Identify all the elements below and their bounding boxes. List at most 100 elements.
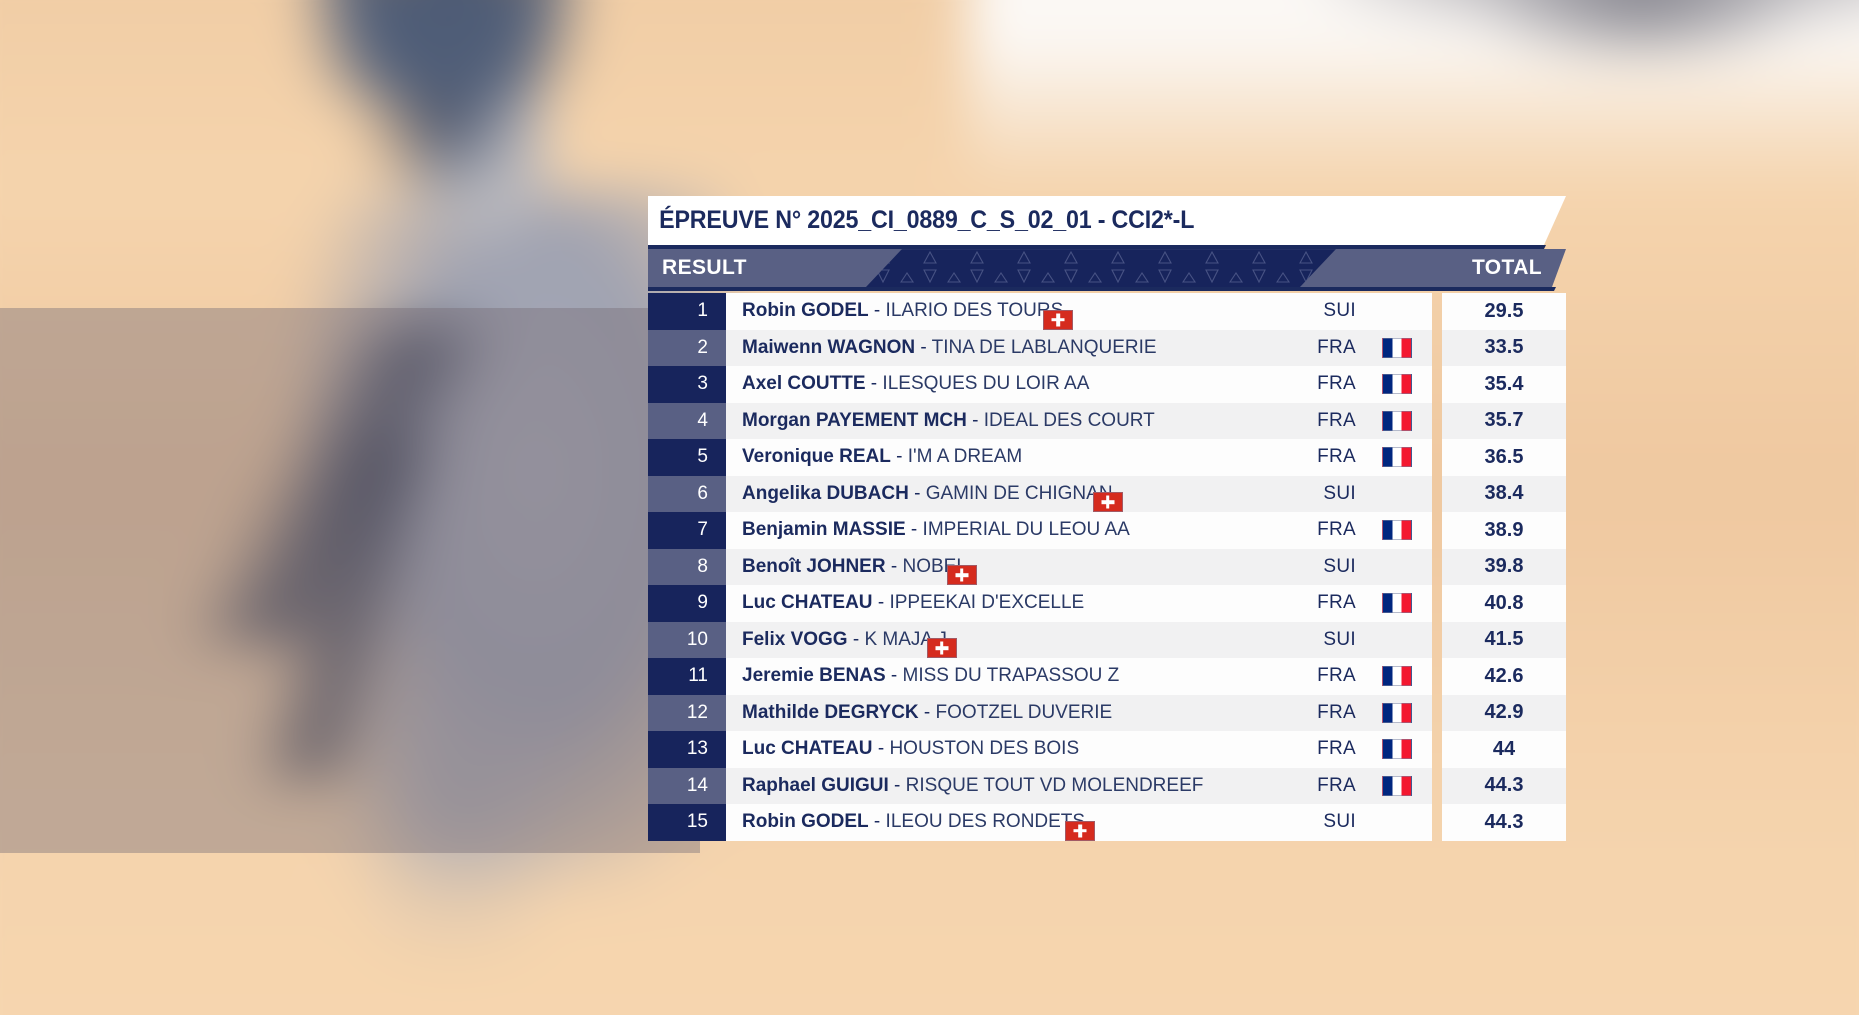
column-header-total: TOTAL [1471, 256, 1542, 279]
rank-cell: 14 [648, 767, 726, 804]
column-gap [1432, 439, 1442, 476]
rank-cell: 2 [648, 329, 726, 366]
rank-cell: 12 [648, 694, 726, 731]
france-flag-icon [1382, 520, 1412, 541]
nationality-code: SUI [1323, 300, 1356, 322]
france-flag-icon [1382, 374, 1412, 395]
competitor-name: Jeremie BENAS - MISS DU TRAPASSOU Z [742, 665, 1119, 687]
table-row[interactable]: 13 Luc CHATEAU - HOUSTON DES BOIS FRA 44 [648, 731, 1566, 768]
table-row[interactable]: 10 Felix VOGG - K MAJA J SUI 41.5 [648, 621, 1566, 658]
competitor-name: Robin GODEL - ILEOU DES RONDETS [742, 811, 1085, 833]
table-row[interactable]: 14 Raphael GUIGUI - RISQUE TOUT VD MOLEND… [648, 767, 1566, 805]
name-separator: - [865, 373, 883, 395]
table-row[interactable]: 2 Maiwenn WAGNON - TINA DE LABLANQUERIE FR… [648, 329, 1566, 367]
competitor-cell: Luc CHATEAU - HOUSTON DES BOIS FRA [726, 731, 1432, 768]
competitor-name: Benoît JOHNER - NOBEL [742, 556, 967, 578]
column-gap [1432, 585, 1442, 622]
horse-mane-layer-2 [197, 439, 475, 780]
competitor-name: Angelika DUBACH - GAMIN DE CHIGNAN [742, 483, 1113, 505]
table-row[interactable]: 7 Benjamin MASSIE - IMPERIAL DU LEOU AA FR… [648, 512, 1566, 549]
table-row[interactable]: 4 Morgan PAYEMENT MCH - IDEAL DES COURT FR… [648, 402, 1566, 440]
name-separator: - [872, 592, 890, 614]
competitor-name: Benjamin MASSIE - IMPERIAL DU LEOU AA [742, 519, 1130, 541]
total-score-cell: 40.8 [1442, 585, 1566, 622]
france-flag-icon [1382, 337, 1412, 358]
column-gap [1432, 330, 1442, 367]
triangle-pattern-icon [866, 249, 1336, 287]
switzerland-flag-icon [1043, 309, 1074, 330]
column-gap [1432, 549, 1442, 586]
france-flag-icon [1382, 447, 1412, 468]
nationality-code: SUI [1323, 628, 1356, 650]
competitor-name: Luc CHATEAU - IPPEEKAI D'EXCELLE [742, 592, 1084, 614]
competitor-name: Maiwenn WAGNON - TINA DE LABLANQUERIE [742, 337, 1157, 359]
nationality-code: SUI [1323, 482, 1356, 504]
table-row[interactable]: 12 Mathilde DEGRYCK - FOOTZEL DUVERIE FRA 4… [648, 694, 1566, 731]
horse-name: ILARIO DES TOURS [885, 300, 1064, 322]
total-score-cell: 41.5 [1442, 621, 1566, 658]
competitor-cell: Veronique REAL - I'M A DREAM FRA [726, 439, 1432, 476]
table-row[interactable]: 3 Axel COUTTE - ILESQUES DU LOIR AA FRA 35.… [648, 366, 1566, 403]
competitor-cell: Mathilde DEGRYCK - FOOTZEL DUVERIE FRA [726, 694, 1432, 731]
rider-name: Luc CHATEAU [742, 738, 873, 760]
competitor-cell: Benoît JOHNER - NOBEL SUI [726, 548, 1432, 585]
horse-name: IPPEEKAI D'EXCELLE [889, 592, 1085, 614]
rider-name: Angelika DUBACH [742, 482, 909, 504]
rider-name: Mathilde DEGRYCK [742, 701, 919, 723]
rank-cell: 9 [648, 585, 726, 622]
rider-name: Luc CHATEAU [742, 592, 873, 614]
table-row[interactable]: 11 Jeremie BENAS - MISS DU TRAPASSOU Z FRA… [648, 658, 1566, 695]
name-separator: - [908, 482, 926, 504]
column-gap [1432, 403, 1442, 440]
column-gap [1432, 768, 1442, 805]
name-separator: - [918, 701, 936, 723]
rider-name: Benoît JOHNER [742, 555, 886, 577]
rider-name: Axel COUTTE [742, 373, 866, 395]
total-score-cell: 39.8 [1442, 548, 1566, 585]
name-separator: - [847, 628, 865, 650]
total-score-cell: 44.3 [1442, 804, 1566, 841]
nationality-code: FRA [1317, 373, 1356, 395]
table-row[interactable]: 15 Robin GODEL - ILEOU DES RONDETS SUI 44.3 [648, 804, 1566, 841]
title-underline-rule [648, 245, 1546, 249]
rank-cell: 7 [648, 512, 726, 549]
horse-name: HOUSTON DES BOIS [889, 738, 1080, 760]
rider-name: Felix VOGG [742, 628, 848, 650]
competitor-cell: Angelika DUBACH - GAMIN DE CHIGNAN SUI [726, 475, 1432, 512]
france-flag-icon [1382, 666, 1412, 687]
results-scoreboard: ÉPREUVE N° 2025_CI_0889_C_S_02_01 - CCI2… [648, 196, 1566, 841]
france-flag-icon [1382, 739, 1412, 760]
switzerland-flag-icon [946, 565, 977, 585]
switzerland-flag-icon [1092, 492, 1123, 512]
table-row[interactable]: 6 Angelika DUBACH - GAMIN DE CHIGNAN SUI 38… [648, 475, 1566, 513]
table-row[interactable]: 9 Luc CHATEAU - IPPEEKAI D'EXCELLE FRA 40.8 [648, 585, 1566, 622]
nationality-code: FRA [1317, 701, 1356, 723]
rider-name: Benjamin MASSIE [742, 519, 906, 541]
rank-cell: 15 [648, 804, 726, 841]
rank-cell: 13 [648, 731, 726, 768]
competitor-name: Morgan PAYEMENT MCH - IDEAL DES COURT [742, 410, 1155, 432]
column-gap [1432, 512, 1442, 549]
total-score-cell: 35.4 [1442, 366, 1566, 403]
table-row[interactable]: 5 Veronique REAL - I'M A DREAM FRA 36.5 [648, 439, 1566, 476]
france-flag-icon [1382, 410, 1412, 431]
name-separator: - [890, 446, 908, 468]
france-flag-icon [1382, 702, 1412, 723]
competitor-cell: Robin GODEL - ILEOU DES RONDETS SUI [726, 804, 1432, 841]
rider-name: Raphael GUIGUI [742, 774, 889, 796]
competitor-name: Luc CHATEAU - HOUSTON DES BOIS [742, 738, 1079, 760]
table-row[interactable]: 1 Robin GODEL - ILARIO DES TOURS SUI 29.5 [648, 293, 1566, 330]
foreground-sand-layer [0, 825, 1859, 1015]
column-gap [1432, 476, 1442, 513]
competitor-cell: Morgan PAYEMENT MCH - IDEAL DES COURT FRA [726, 402, 1432, 439]
column-header-pattern-panel [866, 249, 1336, 287]
horse-name: ILEOU DES RONDETS [885, 811, 1086, 833]
rank-cell: 1 [648, 293, 726, 330]
table-row[interactable]: 8 Benoît JOHNER - NOBEL SUI 39.8 [648, 548, 1566, 586]
rank-cell: 8 [648, 548, 726, 585]
total-score-cell: 38.4 [1442, 475, 1566, 512]
name-separator: - [905, 519, 923, 541]
column-gap [1432, 366, 1442, 403]
rank-cell: 5 [648, 439, 726, 476]
column-gap [1432, 658, 1442, 695]
